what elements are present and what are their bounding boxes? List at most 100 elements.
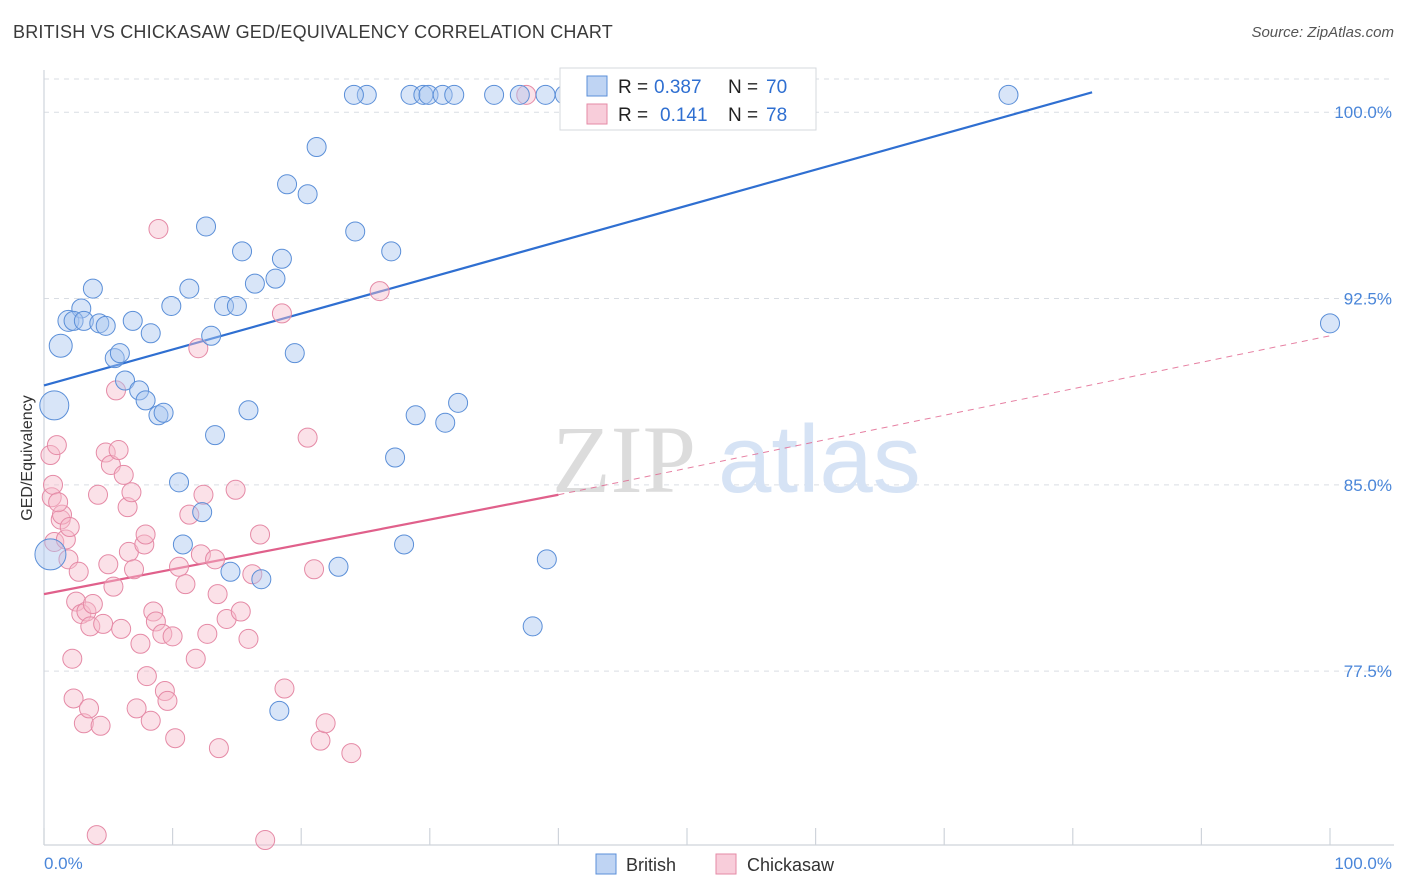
chickasaw-point-17 <box>79 698 100 719</box>
british-point-52 <box>448 392 469 413</box>
y-tick-label-2: 85.0% <box>1344 476 1392 495</box>
british-point-20 <box>169 472 190 493</box>
british-point-31 <box>238 400 259 421</box>
chickasaw-point-24 <box>98 554 119 575</box>
chickasaw-point-58 <box>208 738 229 759</box>
chickasaw-point-64 <box>242 564 263 585</box>
trend-lines <box>43 91 1331 596</box>
chickasaw-point-38 <box>135 524 156 545</box>
chickasaw-n-value: 78 <box>766 105 787 126</box>
british-point-28 <box>220 561 241 582</box>
british-point-30 <box>232 241 253 262</box>
chickasaw-point-50 <box>175 574 196 595</box>
british-point-23 <box>192 502 213 523</box>
british-point-4 <box>71 298 92 319</box>
chickasaw-point-62 <box>230 601 251 622</box>
y-axis-title: GED/Equivalency <box>19 395 36 520</box>
chickasaw-point-13 <box>68 561 89 582</box>
british-point-7 <box>82 278 103 299</box>
british-point-18 <box>153 402 174 423</box>
chickasaw-point-67 <box>271 303 292 324</box>
british-point-19 <box>161 295 182 316</box>
chickasaw-point-55 <box>193 484 214 505</box>
british-legend-swatch <box>586 75 608 97</box>
chickasaw-point-42 <box>145 611 166 632</box>
chickasaw-legend-label: Chickasaw <box>747 855 835 875</box>
british-point-5 <box>63 310 84 331</box>
british-point-47 <box>405 405 426 426</box>
british-point-33 <box>251 569 272 590</box>
british-point-40 <box>328 556 349 577</box>
british-point-65 <box>998 84 1019 105</box>
british-point-50 <box>432 84 453 105</box>
british-r-label: R = <box>618 77 648 98</box>
chickasaw-legend-swatch <box>586 103 608 125</box>
chickasaw-point-76 <box>86 825 107 846</box>
chickasaw-point-20 <box>88 484 109 505</box>
chickasaw-point-59 <box>207 584 228 605</box>
british-n-value: 70 <box>766 77 787 98</box>
chickasaw-point-28 <box>108 440 129 461</box>
british-point-17 <box>148 405 169 426</box>
british-point-67 <box>444 84 465 105</box>
british-n-label: N = <box>728 77 758 98</box>
chickasaw-point-46 <box>157 690 178 711</box>
british-point-66 <box>1320 313 1340 334</box>
chickasaw-point-6 <box>52 504 73 525</box>
british-point-45 <box>394 534 415 555</box>
british-point-39 <box>306 137 327 158</box>
chickasaw-points <box>40 84 537 851</box>
chickasaw-point-57 <box>205 549 226 570</box>
british-point-22 <box>179 278 200 299</box>
chickasaw-point-21 <box>90 715 111 736</box>
chickasaw-point-40 <box>140 710 161 731</box>
chickasaw-point-68 <box>274 678 295 699</box>
british-point-12 <box>115 370 136 391</box>
chickasaw-point-41 <box>143 601 164 622</box>
chickasaw-point-45 <box>154 680 175 701</box>
british-point-13 <box>122 310 143 331</box>
british-point-57 <box>536 549 557 570</box>
british-point-49 <box>418 84 439 105</box>
british-point-26 <box>205 425 226 446</box>
chickasaw-point-9 <box>59 517 80 538</box>
y-tick-label-3: 77.5% <box>1344 662 1392 681</box>
british-point-16 <box>140 323 161 344</box>
british-point-53 <box>484 84 505 105</box>
chickasaw-point-33 <box>121 482 142 503</box>
chickasaw-point-63 <box>238 628 259 649</box>
british-r-value: 0.387 <box>654 77 702 98</box>
british-point-34 <box>265 268 286 289</box>
chickasaw-point-52 <box>185 648 206 669</box>
axes <box>43 70 1394 846</box>
british-point-29 <box>226 295 247 316</box>
chickasaw-swatch <box>715 853 737 875</box>
chickasaw-point-69 <box>297 427 318 448</box>
british-legend-label: British <box>626 855 676 875</box>
chickasaw-point-22 <box>93 613 114 634</box>
chickasaw-point-31 <box>117 497 138 518</box>
british-point-37 <box>284 343 305 364</box>
chickasaw-point-36 <box>130 633 151 654</box>
british-point-36 <box>277 174 298 195</box>
british-point-38 <box>297 184 318 205</box>
british-point-2 <box>48 333 73 358</box>
british-point-51 <box>435 412 456 433</box>
chickasaw-point-37 <box>134 534 155 555</box>
chickasaw-point-47 <box>162 626 183 647</box>
british-point-0 <box>34 538 67 571</box>
chickasaw-point-11 <box>63 688 84 709</box>
british-trend-line <box>43 91 1093 387</box>
british-point-11 <box>109 343 130 364</box>
british-point-15 <box>135 390 156 411</box>
chickasaw-point-73 <box>341 743 362 764</box>
chickasaw-point-39 <box>136 666 157 687</box>
british-points <box>34 84 1340 721</box>
british-point-44 <box>385 447 406 468</box>
watermark-zip: ZIP <box>552 406 696 513</box>
british-point-3 <box>57 309 80 332</box>
watermark: ZIP atlas <box>552 406 921 513</box>
y-tick-label-1: 92.5% <box>1344 290 1392 309</box>
british-point-1 <box>39 390 70 421</box>
